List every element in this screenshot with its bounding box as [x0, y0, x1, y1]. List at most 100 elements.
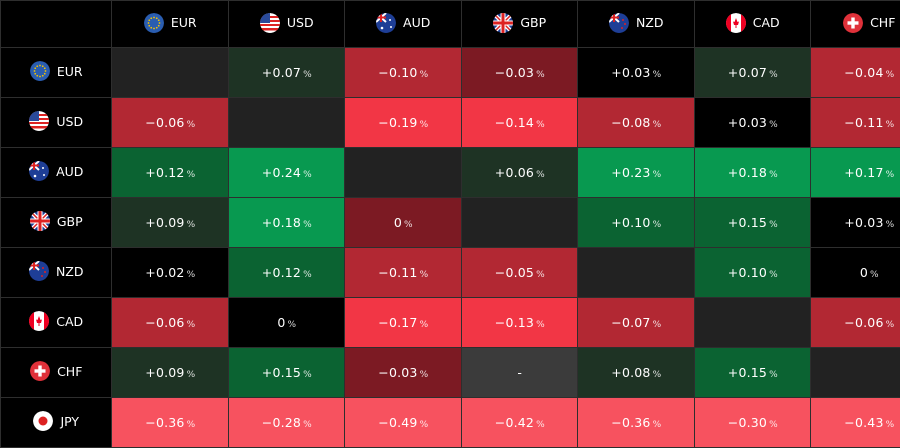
nz-flag-icon	[29, 261, 49, 281]
percent-sign: %	[420, 370, 429, 380]
currency-code: CAD	[56, 314, 83, 329]
rate-cell-aud-usd[interactable]: +0.24%	[228, 148, 345, 198]
column-header-eur[interactable]: EUR	[112, 1, 229, 48]
rate-cell-chf-eur[interactable]: +0.09%	[112, 348, 229, 398]
rate-cell-aud-cad[interactable]: +0.18%	[694, 148, 811, 198]
rate-change-value: 0	[277, 315, 285, 330]
percent-sign: %	[886, 220, 895, 230]
rate-cell-eur-gbp[interactable]: −0.03%	[461, 48, 578, 98]
row-header-cad[interactable]: CAD	[1, 298, 112, 348]
rate-change-value: +0.18	[728, 165, 767, 180]
percent-sign: %	[536, 420, 545, 430]
rate-change-value: +0.03	[728, 115, 767, 130]
row-header-aud[interactable]: AUD	[1, 148, 112, 198]
percent-sign: %	[303, 270, 312, 280]
rate-cell-jpy-chf[interactable]: −0.43%	[811, 398, 900, 448]
column-header-chf[interactable]: CHF	[811, 1, 900, 48]
rate-cell-eur-cad[interactable]: +0.07%	[694, 48, 811, 98]
column-header-gbp[interactable]: GBP	[461, 1, 578, 48]
rate-cell-usd-usd	[228, 98, 345, 148]
rate-cell-eur-chf[interactable]: −0.04%	[811, 48, 900, 98]
table-row: CAD−0.06%0%−0.17%−0.13%−0.07%−0.06%	[1, 298, 900, 348]
column-header-usd[interactable]: USD	[228, 1, 345, 48]
rate-cell-jpy-nzd[interactable]: −0.36%	[578, 398, 695, 448]
rate-cell-nzd-cad[interactable]: +0.10%	[694, 248, 811, 298]
percent-sign: %	[187, 120, 196, 130]
rate-cell-eur-nzd[interactable]: +0.03%	[578, 48, 695, 98]
rate-cell-gbp-usd[interactable]: +0.18%	[228, 198, 345, 248]
currency-label-chf: CHF	[843, 13, 895, 33]
row-header-eur[interactable]: EUR	[1, 48, 112, 98]
rate-cell-aud-gbp[interactable]: +0.06%	[461, 148, 578, 198]
rate-change-value: +0.03	[844, 215, 883, 230]
rate-change-value: −0.17	[378, 315, 417, 330]
currency-label-usd: USD	[260, 13, 314, 33]
rate-cell-jpy-gbp[interactable]: −0.42%	[461, 398, 578, 448]
row-header-gbp[interactable]: GBP	[1, 198, 112, 248]
rate-cell-usd-aud[interactable]: −0.19%	[345, 98, 462, 148]
rate-cell-chf-gbp[interactable]: -	[461, 348, 578, 398]
rate-cell-cad-aud[interactable]: −0.17%	[345, 298, 462, 348]
rate-cell-cad-usd[interactable]: 0%	[228, 298, 345, 348]
rate-cell-aud-eur[interactable]: +0.12%	[112, 148, 229, 198]
currency-label-jpy: JPY	[33, 411, 79, 431]
rate-cell-usd-eur[interactable]: −0.06%	[112, 98, 229, 148]
rate-cell-cad-chf[interactable]: −0.06%	[811, 298, 900, 348]
rate-cell-cad-eur[interactable]: −0.06%	[112, 298, 229, 348]
row-header-jpy[interactable]: JPY	[1, 398, 112, 448]
percent-sign: %	[769, 270, 778, 280]
column-header-aud[interactable]: AUD	[345, 1, 462, 48]
rate-cell-nzd-nzd	[578, 248, 695, 298]
table-row: JPY−0.36%−0.28%−0.49%−0.42%−0.36%−0.30%−…	[1, 398, 900, 448]
rate-cell-chf-cad[interactable]: +0.15%	[694, 348, 811, 398]
rate-cell-jpy-eur[interactable]: −0.36%	[112, 398, 229, 448]
rate-cell-nzd-gbp[interactable]: −0.05%	[461, 248, 578, 298]
rate-cell-chf-nzd[interactable]: +0.08%	[578, 348, 695, 398]
currency-code: EUR	[57, 64, 83, 79]
ca-flag-icon	[29, 311, 49, 331]
rate-cell-gbp-cad[interactable]: +0.15%	[694, 198, 811, 248]
rate-change-value: +0.10	[611, 215, 650, 230]
rate-change-value: −0.42	[495, 415, 534, 430]
rate-cell-cad-nzd[interactable]: −0.07%	[578, 298, 695, 348]
rate-cell-jpy-cad[interactable]: −0.30%	[694, 398, 811, 448]
rate-cell-usd-gbp[interactable]: −0.14%	[461, 98, 578, 148]
rate-cell-eur-aud[interactable]: −0.10%	[345, 48, 462, 98]
rate-cell-chf-usd[interactable]: +0.15%	[228, 348, 345, 398]
rate-cell-usd-cad[interactable]: +0.03%	[694, 98, 811, 148]
rate-cell-jpy-usd[interactable]: −0.28%	[228, 398, 345, 448]
percent-sign: %	[886, 320, 895, 330]
rate-cell-aud-nzd[interactable]: +0.23%	[578, 148, 695, 198]
row-header-chf[interactable]: CHF	[1, 348, 112, 398]
table-row: CHF+0.09%+0.15%−0.03%-+0.08%+0.15%	[1, 348, 900, 398]
eu-flag-icon	[30, 61, 50, 81]
rate-cell-gbp-nzd[interactable]: +0.10%	[578, 198, 695, 248]
rate-cell-usd-chf[interactable]: −0.11%	[811, 98, 900, 148]
rate-cell-chf-aud[interactable]: −0.03%	[345, 348, 462, 398]
rate-change-value: −0.49	[378, 415, 417, 430]
rate-cell-cad-gbp[interactable]: −0.13%	[461, 298, 578, 348]
rate-cell-eur-usd[interactable]: +0.07%	[228, 48, 345, 98]
column-header-cad[interactable]: CAD	[694, 1, 811, 48]
rate-cell-nzd-usd[interactable]: +0.12%	[228, 248, 345, 298]
row-header-nzd[interactable]: NZD	[1, 248, 112, 298]
percent-sign: %	[769, 70, 778, 80]
rate-cell-usd-nzd[interactable]: −0.08%	[578, 98, 695, 148]
rate-cell-nzd-chf[interactable]: 0%	[811, 248, 900, 298]
currency-code: JPY	[60, 414, 79, 429]
rate-cell-gbp-chf[interactable]: +0.03%	[811, 198, 900, 248]
rate-cell-nzd-aud[interactable]: −0.11%	[345, 248, 462, 298]
rate-cell-gbp-eur[interactable]: +0.09%	[112, 198, 229, 248]
rate-cell-jpy-aud[interactable]: −0.49%	[345, 398, 462, 448]
rate-cell-gbp-aud[interactable]: 0%	[345, 198, 462, 248]
rate-change-value: −0.03	[495, 65, 534, 80]
row-header-usd[interactable]: USD	[1, 98, 112, 148]
rate-cell-nzd-eur[interactable]: +0.02%	[112, 248, 229, 298]
percent-sign: %	[420, 270, 429, 280]
percent-sign: %	[420, 120, 429, 130]
rate-change-value: +0.09	[145, 215, 184, 230]
rate-cell-aud-chf[interactable]: +0.17%	[811, 148, 900, 198]
column-header-nzd[interactable]: NZD	[578, 1, 695, 48]
rate-change-value: -	[517, 365, 522, 380]
rate-change-value: −0.06	[145, 315, 184, 330]
